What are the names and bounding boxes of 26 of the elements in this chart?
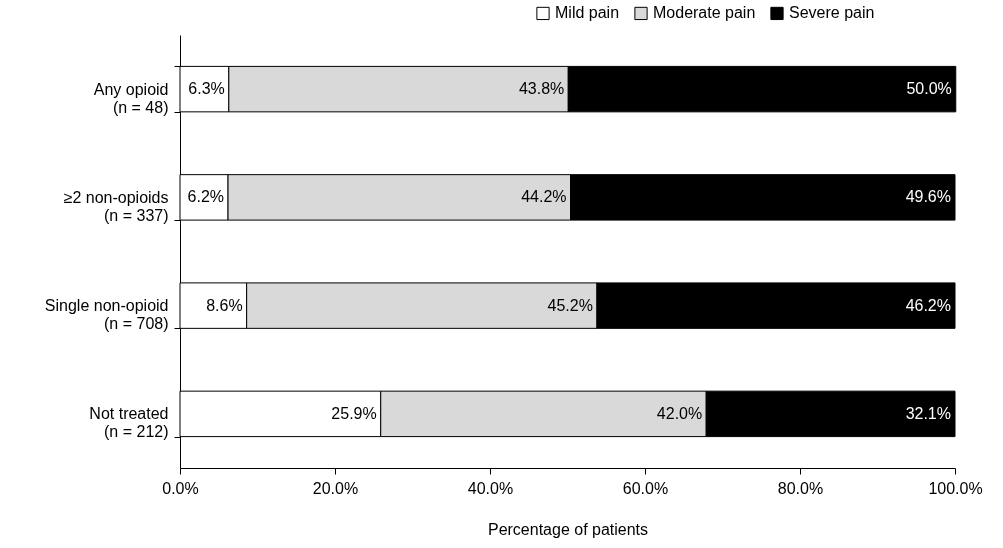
data-label: 25.9%: [331, 404, 377, 422]
x-tick-label: 60.0%: [622, 479, 669, 497]
x-tick-label: 80.0%: [777, 479, 824, 497]
data-label: 8.6%: [206, 296, 243, 314]
data-label: 45.2%: [547, 296, 593, 314]
data-label: 44.2%: [521, 188, 567, 206]
legend-label: Mild pain: [555, 4, 620, 22]
x-tick-label: 20.0%: [312, 479, 359, 497]
x-tick-label: 100.0%: [928, 479, 983, 497]
x-tick-label: 40.0%: [467, 479, 514, 497]
data-label: 6.2%: [187, 188, 225, 206]
data-label: 49.6%: [905, 188, 951, 206]
data-label: 6.3%: [188, 80, 225, 98]
data-label: 50.0%: [906, 80, 952, 98]
data-label: 46.2%: [905, 296, 951, 314]
y-tick-label: Not treated (n = 212): [89, 405, 169, 441]
data-label: 42.0%: [656, 404, 703, 422]
data-label: 32.1%: [905, 404, 951, 422]
x-axis-title: Percentage of patients: [487, 520, 649, 538]
x-tick-label: 0.0%: [162, 479, 199, 497]
y-tick-label: Any opioid (n = 48): [93, 80, 169, 116]
y-tick-label: Single non-opioid (n = 708): [44, 297, 169, 333]
legend-label: Moderate pain: [653, 4, 756, 22]
legend-label: Severe pain: [789, 4, 875, 22]
y-tick-label: ≥2 non-opioids (n = 337): [63, 188, 169, 224]
data-label: 43.8%: [518, 80, 565, 98]
